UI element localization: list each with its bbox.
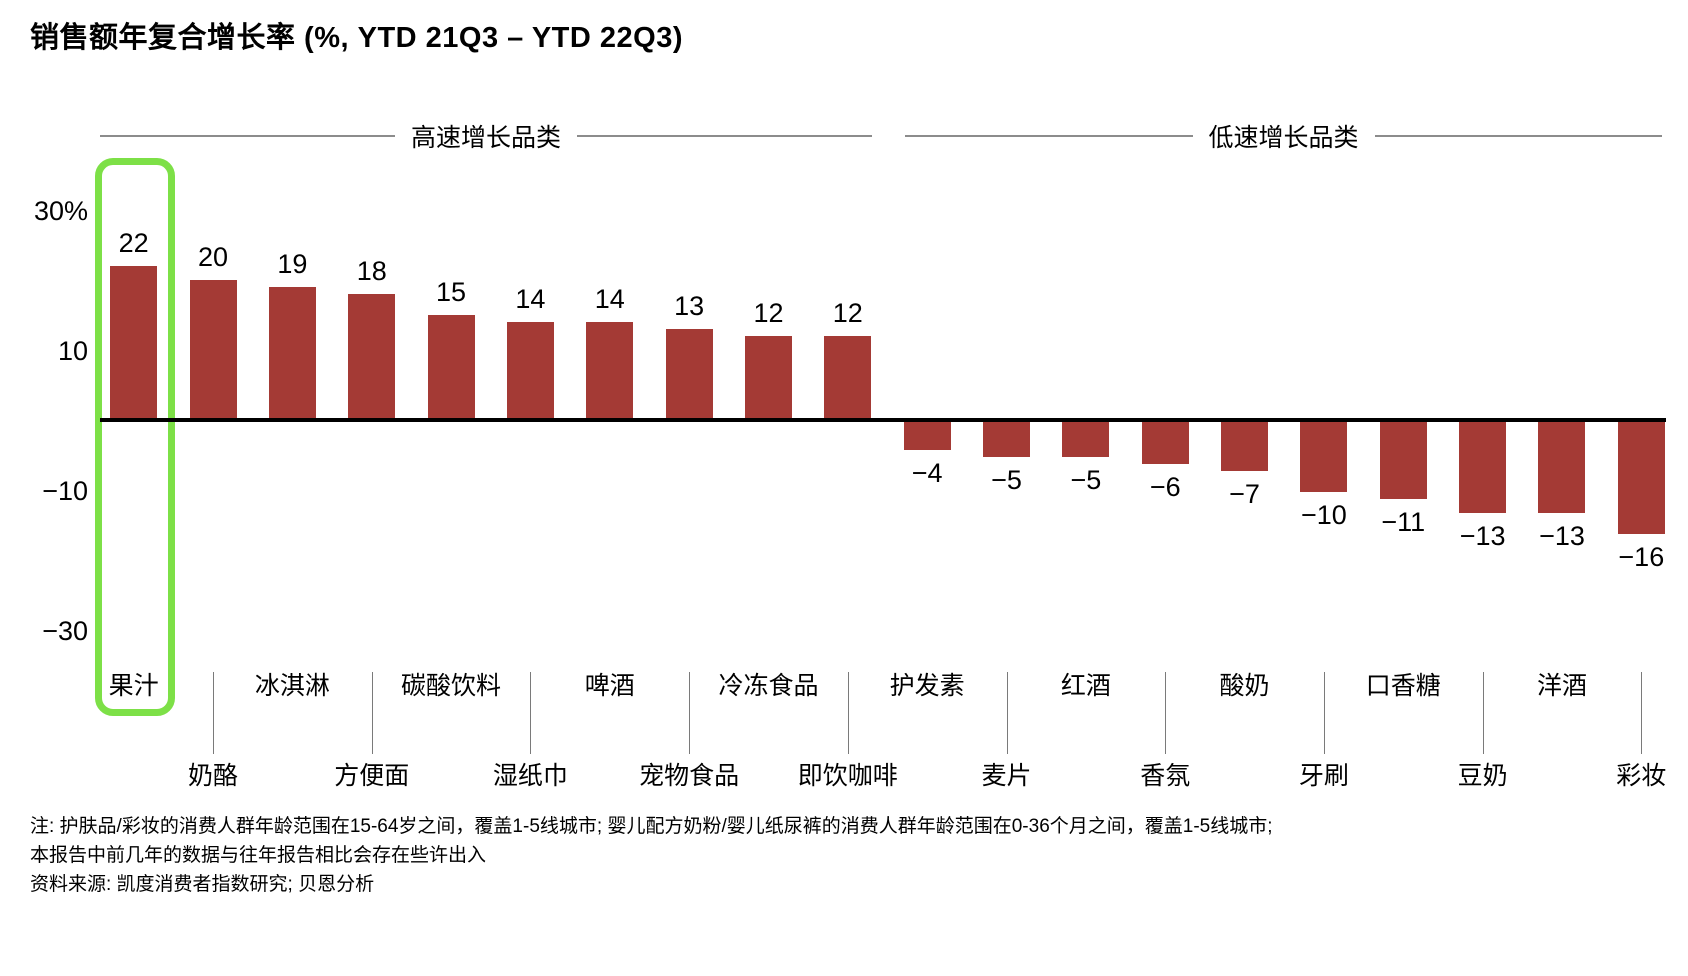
bar <box>744 336 792 420</box>
bar-value-label: −7 <box>1229 479 1260 509</box>
y-axis-tick-label: −30 <box>42 616 88 646</box>
bar <box>824 336 872 420</box>
bar-value-label: 15 <box>436 277 467 307</box>
category-label: 红酒 <box>1060 672 1111 700</box>
footnote-line: 注: 护肤品/彩妆的消费人群年龄范围在15-64岁之间，覆盖1-5线城市; 婴儿… <box>30 816 1273 837</box>
bar-value-label: 12 <box>753 298 784 328</box>
plot-area: 22 果汁 20 奶酪 19 冰淇淋 18 方便面 15 碳酸饮料 14 湿纸巾 14 啤酒 13 宠物食品 1… <box>94 0 1681 976</box>
bar <box>268 287 316 420</box>
leader-line <box>1641 672 1643 754</box>
category-label: 方便面 <box>334 762 410 790</box>
bar <box>189 280 237 420</box>
bar <box>903 422 951 450</box>
bar-value-label: 20 <box>197 242 229 272</box>
group-header-rule-right <box>577 135 873 137</box>
bar-value-label: 14 <box>515 284 546 314</box>
group-header-rule-left <box>100 135 395 137</box>
category-label: 即饮咖啡 <box>797 762 898 790</box>
bar <box>1459 422 1507 513</box>
group-header-low-growth: 低速增长品类 <box>905 120 1663 152</box>
category-label: 洋酒 <box>1536 672 1587 700</box>
leader-line <box>1006 672 1008 754</box>
category-label: 啤酒 <box>584 672 635 700</box>
bar-value-label: −11 <box>1381 507 1426 537</box>
bar <box>1617 422 1665 534</box>
bar-value-label: 13 <box>674 291 705 321</box>
category-label: 麦片 <box>981 762 1032 790</box>
category-label: 冰淇淋 <box>254 672 330 700</box>
category-label: 奶酪 <box>188 762 239 790</box>
bar-value-label: 18 <box>356 256 387 286</box>
bar-value-label: −5 <box>991 465 1022 495</box>
category-label: 湿纸巾 <box>492 762 568 790</box>
bar <box>506 322 554 420</box>
bar <box>427 315 475 420</box>
bar <box>1538 422 1586 513</box>
y-axis-tick-label: 30% <box>33 196 88 226</box>
footnote-line: 资料来源: 凯度消费者指数研究; 贝恩分析 <box>30 874 375 895</box>
bar-value-label: 22 <box>118 228 149 258</box>
bar <box>1221 422 1269 471</box>
category-label: 香氛 <box>1140 762 1191 790</box>
bar <box>1300 422 1348 492</box>
leader-line <box>1482 672 1484 754</box>
y-axis: 30% 10 −10 −30 <box>0 0 90 976</box>
bar <box>348 294 396 420</box>
leader-line <box>689 672 691 754</box>
category-label: 彩妆 <box>1616 762 1667 790</box>
leader-line <box>371 672 373 754</box>
category-label: 酸奶 <box>1219 672 1270 700</box>
bar-value-label: 19 <box>277 249 308 279</box>
bar-value-label: 12 <box>832 298 863 328</box>
bar-value-label: −16 <box>1618 542 1665 572</box>
leader-line <box>1323 672 1325 754</box>
category-label: 护发素 <box>889 672 965 700</box>
leader-line <box>213 672 215 754</box>
bar-value-label: −6 <box>1149 472 1181 502</box>
group-header-label: 高速增长品类 <box>411 124 562 152</box>
bar-value-label: 14 <box>594 284 625 314</box>
bar <box>586 322 634 420</box>
bar <box>665 329 713 420</box>
footnote-line: 本报告中前几年的数据与往年报告相比会存在些许出入 <box>30 845 487 866</box>
group-header-label: 低速增长品类 <box>1208 124 1359 152</box>
category-label: 宠物食品 <box>639 762 740 790</box>
leader-line <box>847 672 849 754</box>
category-label: 口香糖 <box>1365 672 1441 700</box>
category-label: 牙刷 <box>1298 762 1349 790</box>
group-header-rule-left <box>905 135 1193 137</box>
bar <box>1141 422 1189 464</box>
group-header-rule-right <box>1374 135 1663 137</box>
category-label: 豆奶 <box>1457 762 1508 790</box>
bar-value-label: −13 <box>1539 521 1585 551</box>
highlight-box-juice <box>95 158 175 716</box>
bar-value-label: −13 <box>1459 521 1506 551</box>
bar-value-label: −4 <box>911 458 943 488</box>
leader-line <box>530 672 532 754</box>
bar <box>110 266 158 420</box>
bar-value-label: −5 <box>1070 465 1102 495</box>
leader-line <box>1165 672 1167 754</box>
bar-value-label: −10 <box>1301 500 1347 530</box>
y-axis-tick-label: 10 <box>57 336 88 366</box>
bar <box>1062 422 1110 457</box>
category-label: 冷冻食品 <box>718 672 819 700</box>
footnotes: 注: 护肤品/彩妆的消费人群年龄范围在15-64岁之间，覆盖1-5线城市; 婴儿… <box>30 812 1273 899</box>
page-title: 销售额年复合增长率 (%, YTD 21Q3 – YTD 22Q3) <box>30 22 683 54</box>
y-axis-tick-label: −10 <box>42 476 88 506</box>
group-header-high-growth: 高速增长品类 <box>100 120 873 152</box>
category-label: 果汁 <box>108 672 159 700</box>
zero-axis-line <box>100 418 1666 422</box>
category-label: 碳酸饮料 <box>401 672 502 700</box>
bar <box>983 422 1031 457</box>
bar <box>1379 422 1427 499</box>
